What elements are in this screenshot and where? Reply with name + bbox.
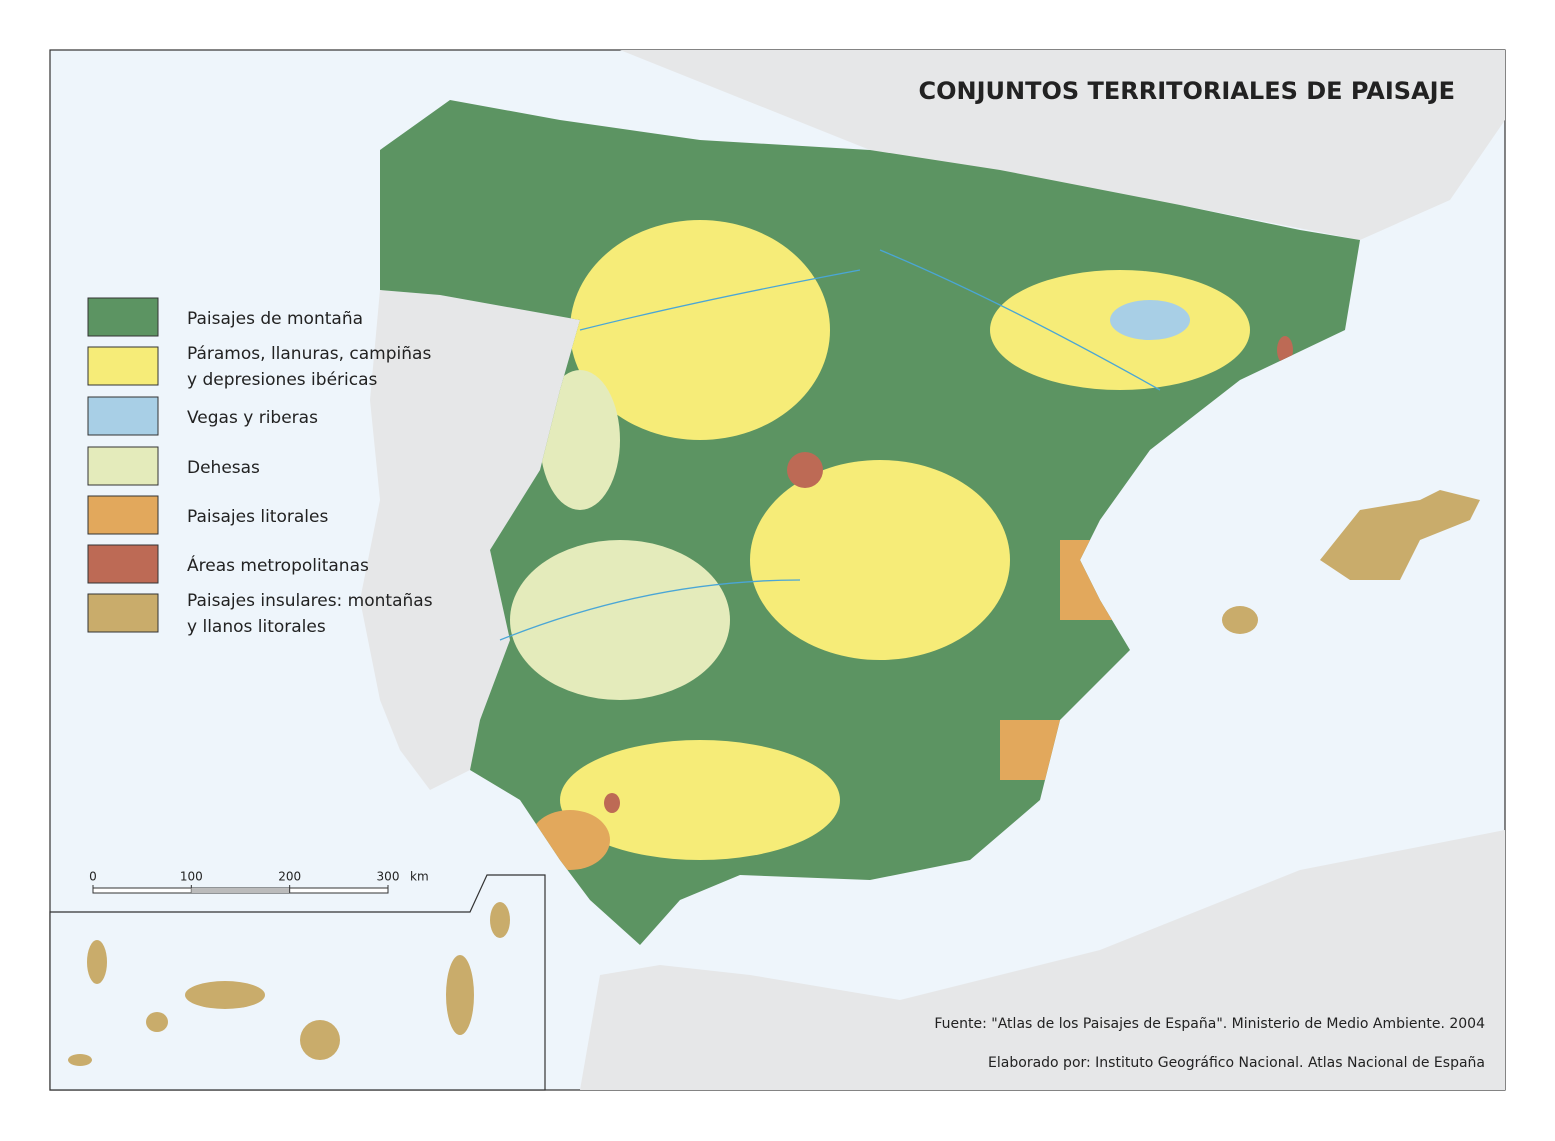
canary-islands [68,902,510,1066]
island [1222,606,1258,634]
island [1320,490,1480,580]
legend-swatch [87,396,159,436]
credit: Elaborado por: Instituto Geográfico Naci… [988,1055,1485,1071]
legend-label: Vegas y riberas [187,408,318,428]
legend-swatch [87,593,159,633]
map-title: CONJUNTOS TERRITORIALES DE PAISAJE [918,77,1455,105]
scale-label: 100 [180,870,203,884]
legend-swatch [87,297,159,337]
france [620,50,1505,240]
river [879,249,1161,391]
scale-bar: 0 100 200 300 km [89,870,429,894]
legend-label: Páramos, llanuras, campiñas [187,344,431,364]
scale-label: 0 [89,870,97,884]
scale-label: 300 [377,870,400,884]
legend-label: y llanos litorales [187,617,326,637]
legend-swatch [87,495,159,535]
legend-swatch [87,446,159,486]
africa [580,830,1505,1090]
canary-inset [49,874,546,1091]
scale-unit: km [410,870,429,884]
river [579,269,861,331]
portugal [360,290,580,790]
spain [380,100,1360,945]
legend-label: Dehesas [187,458,260,478]
legend-swatch [87,346,159,386]
legend-label: y depresiones ibéricas [187,370,378,390]
legend-swatch [87,544,159,584]
legend-label: Paisajes de montaña [187,309,363,329]
river [499,579,801,641]
legend: Paisajes de montaña Páramos, llanuras, ca… [87,297,433,637]
legend-label: Paisajes insulares: montañas [187,591,433,611]
scale-segment [191,888,290,893]
source: Fuente: "Atlas de los Paisajes de España… [934,1016,1485,1032]
legend-label: Paisajes litorales [187,507,328,527]
scale-label: 200 [278,870,301,884]
legend-label: Áreas metropolitanas [187,554,369,576]
